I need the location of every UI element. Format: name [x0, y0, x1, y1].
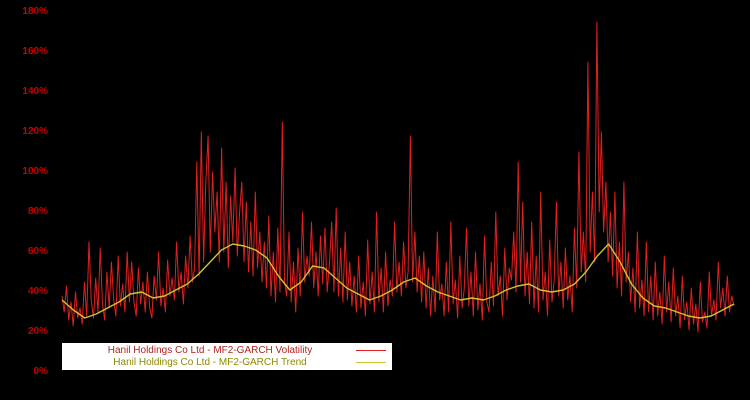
y-axis-tick-label: 160%: [22, 46, 48, 57]
y-axis-tick-label: 140%: [22, 86, 48, 97]
legend-label-volatility: Hanil Holdings Co Ltd - MF2-GARCH Volati…: [107, 345, 313, 356]
legend-row-volatility: Hanil Holdings Co Ltd - MF2-GARCH Volati…: [68, 345, 386, 356]
legend-row-trend: Hanil Holdings Co Ltd - MF2-GARCH Trend: [68, 357, 386, 368]
volatility-line: [61, 21, 735, 333]
trend-line-sample-icon: [356, 362, 386, 363]
y-axis-tick-label: 80%: [27, 206, 48, 217]
y-axis-tick-label: 0%: [33, 366, 48, 377]
y-axis-tick-label: 60%: [27, 246, 48, 257]
y-axis-tick-label: 40%: [27, 286, 48, 297]
y-axis-tick-label: 100%: [22, 166, 48, 177]
y-axis-tick-label: 20%: [27, 326, 48, 337]
legend-label-trend: Hanil Holdings Co Ltd - MF2-GARCH Trend: [113, 357, 307, 368]
volatility-line-sample-icon: [356, 350, 386, 351]
trend-line: [61, 243, 735, 319]
y-axis-tick-label: 180%: [22, 6, 48, 17]
legend: Hanil Holdings Co Ltd - MF2-GARCH Volati…: [62, 343, 392, 370]
y-axis-tick-label: 120%: [22, 126, 48, 137]
